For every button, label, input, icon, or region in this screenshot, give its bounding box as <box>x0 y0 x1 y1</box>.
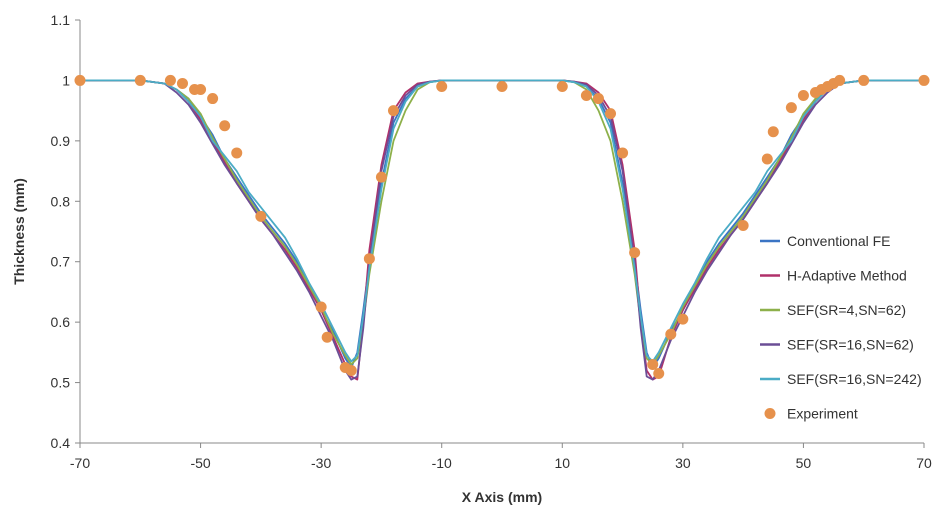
series-layer <box>74 74 930 381</box>
experiment-point <box>436 80 448 92</box>
experiment-point <box>605 108 617 120</box>
legend-label: SEF(SR=16,SN=62) <box>787 337 914 353</box>
x-tick-label: -70 <box>70 455 90 471</box>
x-axis-title: X Axis (mm) <box>462 489 542 505</box>
y-tick-label: 0.9 <box>51 133 71 149</box>
y-tick-label: 0.8 <box>51 193 71 209</box>
experiment-point <box>556 80 568 92</box>
experiment-point <box>580 90 592 102</box>
experiment-point <box>345 364 357 376</box>
x-tick-label: -10 <box>432 455 452 471</box>
experiment-point <box>363 253 375 265</box>
experiment-point <box>321 331 333 343</box>
y-tick-label: 0.4 <box>51 435 71 451</box>
legend-label: Conventional FE <box>787 233 891 249</box>
experiment-point <box>737 219 749 231</box>
legend-label: SEF(SR=16,SN=242) <box>787 371 922 387</box>
experiment-point <box>176 77 188 89</box>
experiment-point <box>761 153 773 165</box>
experiment-point <box>858 74 870 86</box>
y-axis-title: Thickness (mm) <box>11 178 27 285</box>
experiment-point <box>918 74 930 86</box>
y-tick-label: 0.5 <box>51 375 71 391</box>
experiment-point <box>653 368 665 380</box>
legend-swatch <box>764 408 776 419</box>
experiment-point <box>834 74 846 86</box>
experiment-point <box>665 328 677 340</box>
x-tick-label: 50 <box>796 455 812 471</box>
x-tick-label: -30 <box>311 455 331 471</box>
experiment-point <box>255 210 267 222</box>
y-tick-label: 0.6 <box>51 314 71 330</box>
y-tick-label: 1 <box>62 72 70 88</box>
y-tick-label: 1.1 <box>51 12 71 28</box>
experiment-point <box>231 147 243 159</box>
experiment-point <box>134 74 146 86</box>
legend-label: H-Adaptive Method <box>787 268 907 284</box>
experiment-point <box>74 74 86 86</box>
x-tick-label: 30 <box>675 455 691 471</box>
x-tick-label: -50 <box>190 455 210 471</box>
experiment-point <box>797 90 809 102</box>
x-tick-label: 70 <box>916 455 932 471</box>
experiment-point <box>629 247 641 259</box>
experiment-point <box>387 105 399 117</box>
y-tick-label: 0.7 <box>51 254 71 270</box>
experiment-point <box>785 102 797 114</box>
experiment-point <box>677 313 689 325</box>
experiment-point <box>195 83 207 95</box>
experiment-point <box>767 126 779 138</box>
experiment-point <box>617 147 629 159</box>
legend: Conventional FE H-Adaptive Method SEF(SR=4… <box>760 233 922 422</box>
experiment-point <box>375 171 387 183</box>
experiment-point <box>592 93 604 105</box>
experiment-point <box>207 93 219 105</box>
legend-label: Experiment <box>787 406 858 422</box>
experiment-point <box>315 301 327 313</box>
series-line-sef-sr-16-sn-242 <box>80 79 924 363</box>
experiment-point <box>219 120 231 132</box>
axes-layer: 0.4 0.5 0.6 0.7 0.8 0.9 1 1.1 -70 -50 -30 -10 10 30 50… <box>51 12 932 471</box>
legend-label: SEF(SR=4,SN=62) <box>787 302 906 318</box>
x-tick-label: 10 <box>554 455 570 471</box>
experiment-point <box>496 80 508 92</box>
experiment-point <box>647 358 659 370</box>
experiment-point <box>164 74 176 86</box>
